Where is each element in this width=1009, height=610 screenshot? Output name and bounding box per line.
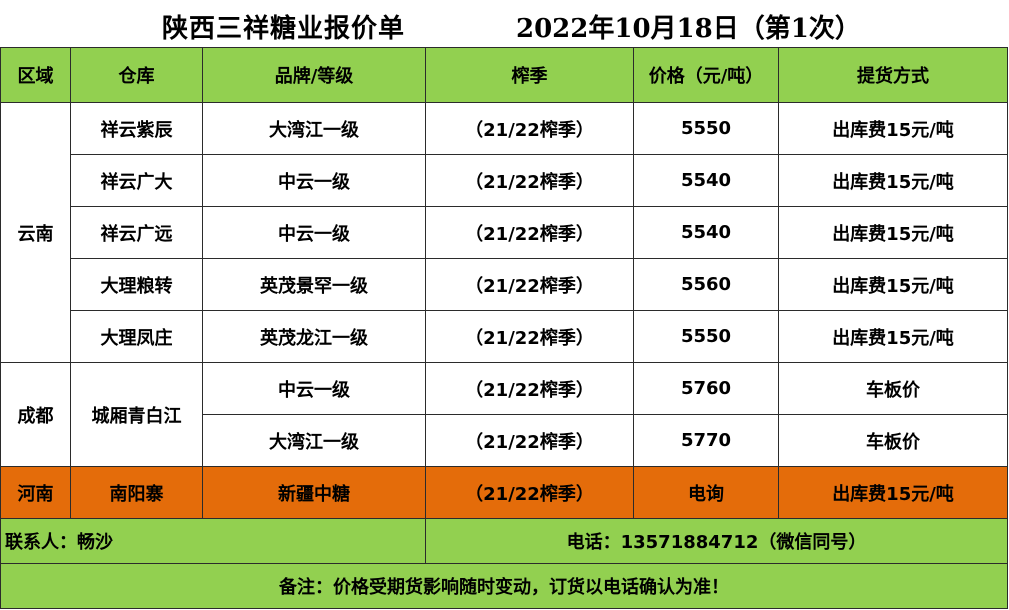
brand-cell: 英茂龙江一级 xyxy=(202,310,426,363)
header-row: 区域 仓库 品牌/等级 榨季 价格（元/吨） 提货方式 xyxy=(0,47,1008,103)
season-cell: （21/22榨季） xyxy=(425,362,634,415)
delivery-cell: 出库费15元/吨 xyxy=(778,206,1008,259)
delivery-cell: 出库费15元/吨 xyxy=(778,310,1008,363)
warehouse-cell: 祥云广大 xyxy=(70,154,203,207)
sheet-title: 陕西三祥糖业报价单 xyxy=(162,14,406,44)
price-cell: 5560 xyxy=(633,258,779,311)
price-table: 区域 仓库 品牌/等级 榨季 价格（元/吨） 提货方式 云南 祥云紫辰 大湾江一… xyxy=(0,47,1008,609)
season-cell: （21/22榨季） xyxy=(425,258,634,311)
brand-cell: 中云一级 xyxy=(202,206,426,259)
brand-cell: 新疆中糖 xyxy=(202,466,426,519)
price-cell: 5760 xyxy=(633,362,779,415)
title-row: 陕西三祥糖业报价单 2022年10月18日（第1次） xyxy=(0,0,1005,47)
brand-cell: 大湾江一级 xyxy=(202,414,426,467)
season-cell: （21/22榨季） xyxy=(425,206,634,259)
table-row: 大理粮转 英茂景罕一级 （21/22榨季） 5560 出库费15元/吨 xyxy=(1,258,1008,311)
price-cell: 电询 xyxy=(633,466,779,519)
price-cell: 5540 xyxy=(633,206,779,259)
price-cell: 5770 xyxy=(633,414,779,467)
note-row: 备注：价格受期货影响随时变动，订货以电话确认为准！ xyxy=(0,563,1008,609)
table-row-highlight: 河南 南阳寨 新疆中糖 （21/22榨季） 电询 出库费15元/吨 xyxy=(0,466,1008,519)
brand-cell: 中云一级 xyxy=(202,362,426,415)
warehouse-cell: 城厢青白江 xyxy=(70,362,203,467)
region-cell-chengdu: 成都 xyxy=(0,362,71,467)
header-price: 价格（元/吨） xyxy=(633,47,779,103)
table-row: 祥云广远 中云一级 （21/22榨季） 5540 出库费15元/吨 xyxy=(1,206,1008,259)
delivery-cell: 车板价 xyxy=(778,414,1008,467)
season-cell: （21/22榨季） xyxy=(425,154,634,207)
contact-phone: 电话：13571884712（微信同号） xyxy=(425,518,1008,564)
season-cell: （21/22榨季） xyxy=(425,310,634,363)
region-cell-henan: 河南 xyxy=(0,466,71,519)
delivery-cell: 出库费15元/吨 xyxy=(778,154,1008,207)
warehouse-cell: 祥云紫辰 xyxy=(70,102,203,155)
contact-row: 联系人：畅沙 电话：13571884712（微信同号） xyxy=(0,518,1008,564)
note-text: 备注：价格受期货影响随时变动，订货以电话确认为准！ xyxy=(0,563,1008,609)
season-cell: （21/22榨季） xyxy=(425,102,634,155)
header-brand: 品牌/等级 xyxy=(202,47,426,103)
brand-cell: 中云一级 xyxy=(202,154,426,207)
table-row: 大湾江一级 （21/22榨季） 5770 车板价 xyxy=(1,414,1008,467)
header-season: 榨季 xyxy=(425,47,634,103)
table-row: 祥云广大 中云一级 （21/22榨季） 5540 出库费15元/吨 xyxy=(1,154,1008,207)
brand-cell: 大湾江一级 xyxy=(202,102,426,155)
table-row: 大理凤庄 英茂龙江一级 （21/22榨季） 5550 出库费15元/吨 xyxy=(1,310,1008,363)
warehouse-cell: 南阳寨 xyxy=(70,466,203,519)
table-row: 云南 祥云紫辰 大湾江一级 （21/22榨季） 5550 出库费15元/吨 xyxy=(0,102,1008,363)
delivery-cell: 出库费15元/吨 xyxy=(778,258,1008,311)
warehouse-cell: 大理凤庄 xyxy=(70,310,203,363)
contact-person: 联系人：畅沙 xyxy=(0,518,426,564)
brand-cell: 英茂景罕一级 xyxy=(202,258,426,311)
sheet-date: 2022年10月18日（第1次） xyxy=(516,14,861,44)
header-region: 区域 xyxy=(0,47,71,103)
warehouse-cell: 大理粮转 xyxy=(70,258,203,311)
price-cell: 5540 xyxy=(633,154,779,207)
delivery-cell: 出库费15元/吨 xyxy=(778,102,1008,155)
delivery-cell: 车板价 xyxy=(778,362,1008,415)
warehouse-cell: 祥云广远 xyxy=(70,206,203,259)
price-cell: 5550 xyxy=(633,310,779,363)
season-cell: （21/22榨季） xyxy=(425,466,634,519)
region-cell-yunnan: 云南 xyxy=(0,102,71,363)
header-delivery: 提货方式 xyxy=(778,47,1008,103)
table-row: 成都 城厢青白江 中云一级 （21/22榨季） 5760 车板价 xyxy=(0,362,1008,467)
delivery-cell: 出库费15元/吨 xyxy=(778,466,1008,519)
price-cell: 5550 xyxy=(633,102,779,155)
header-warehouse: 仓库 xyxy=(70,47,203,103)
season-cell: （21/22榨季） xyxy=(425,414,634,467)
